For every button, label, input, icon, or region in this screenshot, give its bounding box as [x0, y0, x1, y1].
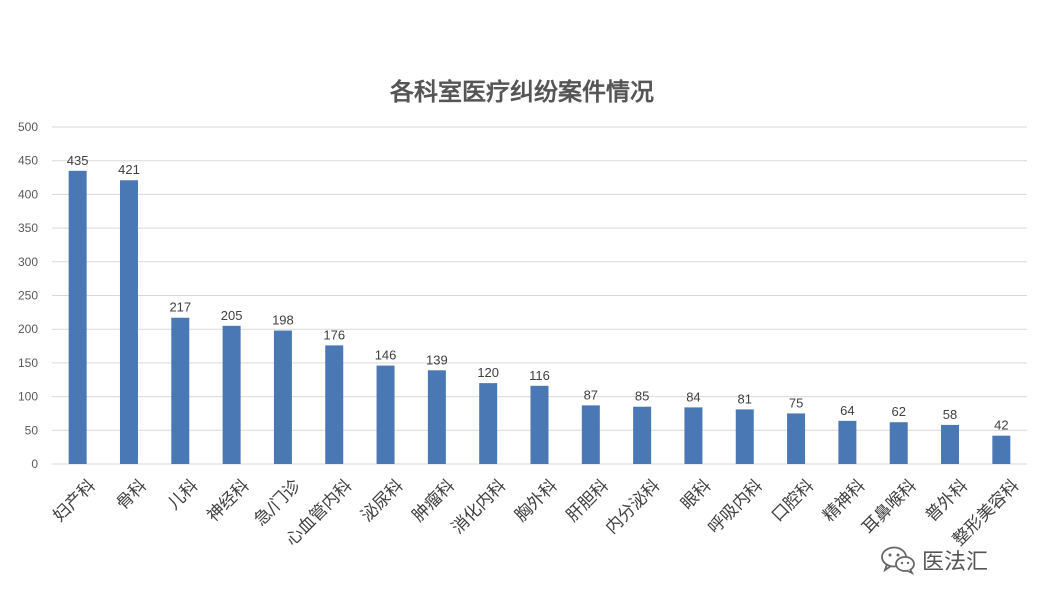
- y-tick-label: 200: [18, 322, 38, 336]
- bar: [633, 406, 652, 464]
- data-label: 42: [994, 418, 1008, 433]
- bar: [530, 385, 549, 464]
- data-label: 84: [686, 389, 700, 404]
- bar: [222, 325, 241, 464]
- y-tick-label: 0: [31, 457, 38, 471]
- y-tick-label: 300: [18, 255, 38, 269]
- data-label: 217: [169, 300, 191, 315]
- bar: [941, 424, 960, 464]
- bar: [171, 317, 190, 464]
- x-tick-label: 泌尿科: [357, 476, 407, 526]
- bar: [119, 180, 138, 464]
- data-label: 81: [738, 391, 752, 406]
- data-label: 75: [789, 395, 803, 410]
- y-axis-ticks: 0 50 100 150 200 250 300 350 400 450 500: [18, 120, 38, 471]
- bar: [581, 405, 600, 464]
- data-label: 120: [477, 365, 499, 380]
- data-label: 176: [323, 327, 345, 342]
- watermark-text: 医法汇: [922, 550, 989, 575]
- bar: [787, 413, 806, 464]
- chart-title: 各科室医疗纠纷案件情况: [389, 78, 654, 106]
- x-tick-label: 耳鼻喉科: [859, 476, 921, 538]
- bar: [992, 435, 1011, 464]
- bar: [735, 409, 754, 464]
- y-tick-label: 250: [18, 289, 38, 303]
- data-label: 62: [891, 404, 905, 419]
- bar: [479, 383, 498, 464]
- x-tick-label: 胸外科: [511, 476, 561, 526]
- x-axis-labels: 妇产科 骨科 儿科 神经科急/门诊心血管内科 泌尿科 肿瘤科消化内科 胸外科 肝胆科内分泌科眼…: [49, 476, 1023, 550]
- y-tick-label: 150: [18, 356, 38, 370]
- data-label: 139: [426, 352, 448, 367]
- data-label: 435: [67, 153, 89, 168]
- y-tick-label: 100: [18, 390, 38, 404]
- x-tick-label: 神经科: [203, 476, 253, 526]
- gridlines: [52, 126, 1027, 465]
- data-label: 198: [272, 313, 294, 328]
- y-tick-label: 50: [25, 423, 39, 437]
- bar: [273, 330, 292, 464]
- x-tick-label: 眼科: [677, 476, 715, 514]
- x-tick-label: 口腔科: [768, 476, 818, 526]
- bar: [376, 365, 395, 464]
- x-tick-label: 肿瘤科: [409, 476, 459, 526]
- data-label: 146: [375, 348, 397, 363]
- y-tick-label: 500: [18, 120, 38, 134]
- bar: [838, 420, 857, 464]
- x-tick-label: 消化内科: [448, 476, 510, 538]
- x-tick-label: 骨科: [113, 476, 151, 514]
- bar: [889, 422, 908, 464]
- x-tick-label: 肝胆科: [563, 476, 613, 526]
- data-label: 85: [635, 389, 649, 404]
- data-label: 421: [118, 162, 140, 177]
- data-label: 64: [840, 403, 854, 418]
- x-tick-label: 普外科: [922, 476, 972, 526]
- bar: [427, 370, 446, 464]
- x-tick-label: 精神科: [819, 476, 869, 526]
- watermark: 医法汇: [880, 544, 988, 576]
- data-label: 87: [584, 387, 598, 402]
- y-tick-label: 400: [18, 187, 38, 201]
- data-labels: 435 421 217 205 198 176 146 139 120 116 87 85 84 81 75…: [67, 153, 1009, 433]
- x-tick-label: 呼吸内科: [705, 476, 767, 538]
- bar: [325, 345, 344, 464]
- x-tick-label: 内分泌科: [602, 476, 664, 538]
- data-label: 205: [221, 308, 243, 323]
- x-tick-label: 儿科: [164, 476, 202, 514]
- x-tick-label: 妇产科: [49, 476, 99, 526]
- wechat-icon: [881, 546, 915, 575]
- y-tick-label: 450: [18, 154, 38, 168]
- data-label: 116: [529, 368, 550, 383]
- bars: [68, 170, 1011, 464]
- bar: [684, 407, 703, 464]
- data-label: 58: [943, 407, 957, 422]
- y-tick-label: 350: [18, 221, 38, 235]
- bar: [68, 170, 87, 464]
